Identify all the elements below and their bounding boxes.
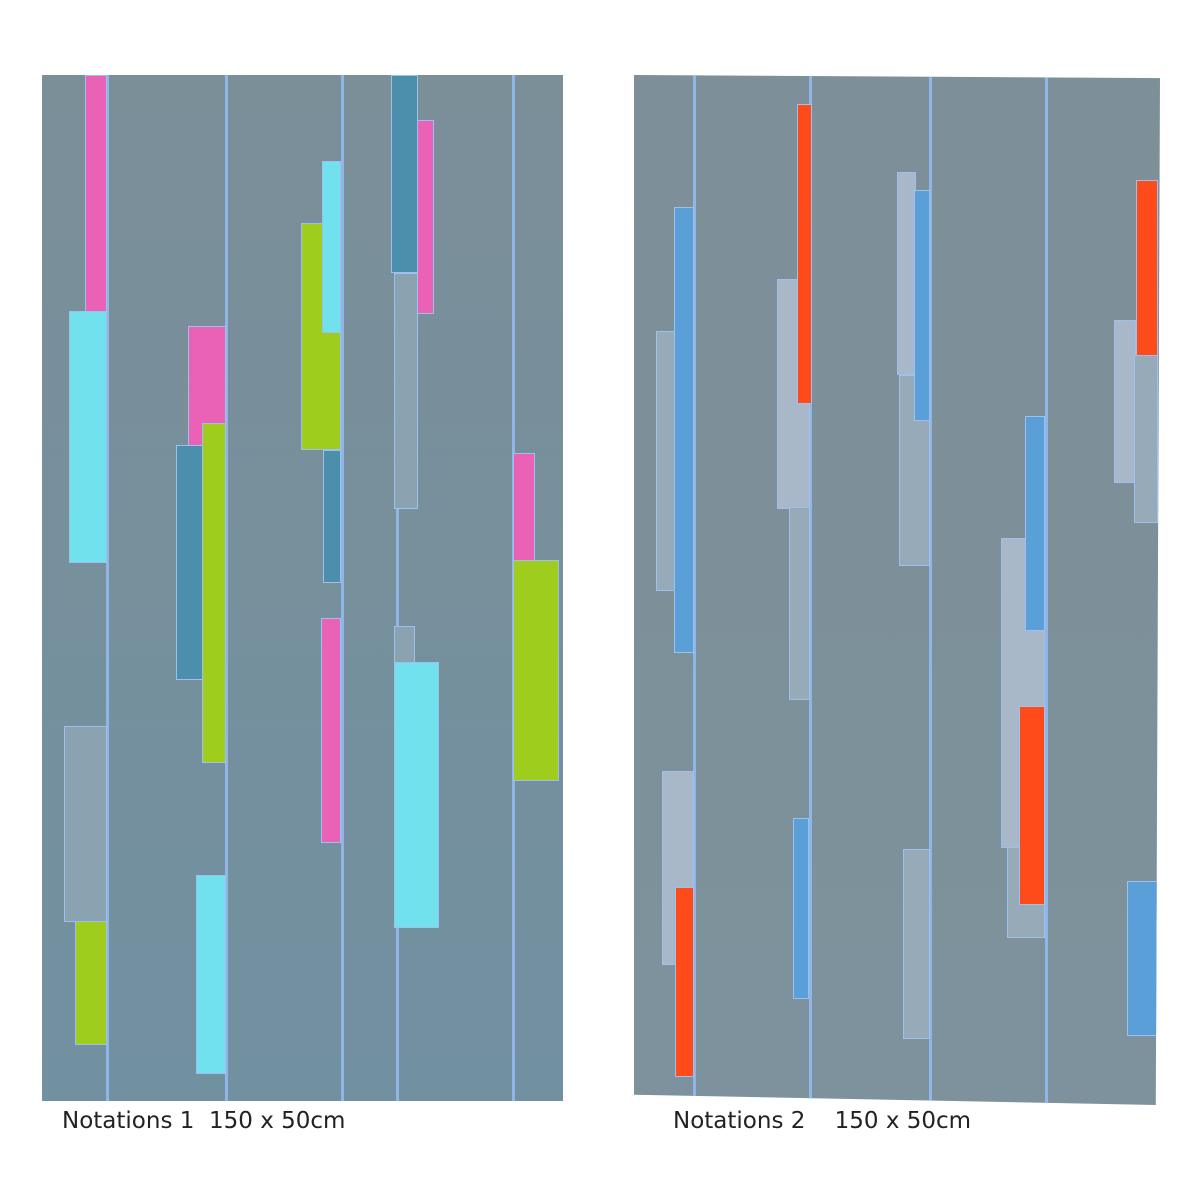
artwork-caption: Notations 2 150 x 50cm — [673, 1108, 972, 1134]
blue-bar — [674, 207, 694, 653]
artwork-caption: Notations 1 150 x 50cm — [62, 1108, 346, 1134]
vertical-line — [1045, 75, 1048, 1105]
vertical-line — [809, 75, 812, 1105]
vertical-line — [693, 75, 696, 1105]
pink-bar — [321, 618, 341, 843]
painting-notations-2 — [634, 75, 1160, 1105]
pale-bar — [1134, 355, 1158, 523]
teal-bar — [391, 75, 418, 273]
orange-bar — [1019, 706, 1045, 905]
pale-bar — [1114, 320, 1136, 483]
orange-bar — [1136, 180, 1158, 356]
grey-bar — [394, 273, 418, 509]
pale-bar — [903, 849, 930, 1039]
vertical-line — [341, 75, 344, 1101]
painting-notations-1 — [42, 75, 563, 1101]
vertical-line — [106, 75, 109, 1101]
teal-bar — [323, 450, 341, 583]
blue-bar — [1127, 881, 1158, 1036]
vertical-line — [396, 75, 399, 1101]
lime-bar — [75, 921, 107, 1045]
lime-bar — [513, 560, 559, 781]
vertical-line — [929, 75, 932, 1105]
cyan-bar — [69, 311, 107, 563]
teal-bar — [176, 445, 203, 680]
cyan-bar — [196, 875, 226, 1074]
vertical-line — [225, 75, 228, 1101]
cyan-bar — [322, 161, 341, 333]
blue-bar — [914, 190, 930, 421]
pale-bar — [789, 507, 810, 700]
orange-bar — [675, 887, 694, 1077]
grey-bar — [64, 726, 107, 922]
cyan-bar — [394, 662, 439, 928]
blue-bar — [1025, 416, 1045, 631]
pale-bar — [656, 331, 675, 591]
pink-bar — [417, 120, 434, 314]
orange-bar — [797, 104, 812, 404]
lime-bar — [202, 423, 226, 763]
blue-bar — [793, 818, 809, 999]
pink-bar — [85, 75, 107, 325]
